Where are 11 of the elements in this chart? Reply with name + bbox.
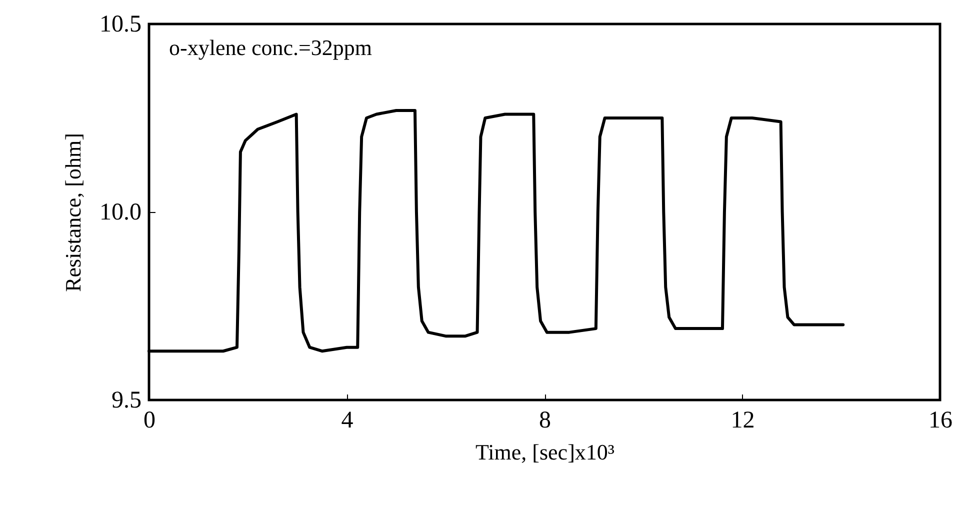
x-tick-label: 12: [730, 408, 755, 434]
annotation: o-xylene conc.=32ppm: [169, 35, 372, 60]
x-axis-title: Time, [sec]x10³: [476, 440, 615, 464]
x-tick-label: 16: [928, 408, 952, 434]
x-tick-label: 8: [539, 408, 551, 434]
x-tick-label: 0: [144, 408, 156, 434]
y-tick-label: 9.5: [112, 388, 142, 414]
y-tick-label: 10.5: [100, 12, 142, 38]
y-tick-label: 10.0: [100, 200, 142, 226]
x-tick-label: 4: [341, 408, 354, 434]
y-axis-title: Resistance, [ohm]: [60, 133, 86, 292]
